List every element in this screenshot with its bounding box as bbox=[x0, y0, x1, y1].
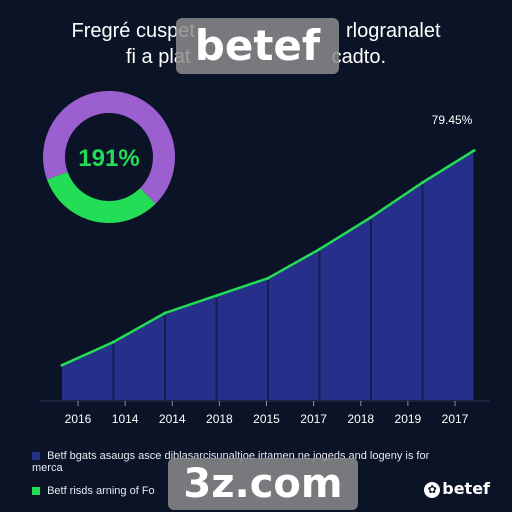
legend-item-2: Betf risds arning of Fo bbox=[32, 485, 182, 497]
data-point bbox=[472, 149, 476, 153]
title-line1-left: Fregré cuspet bbox=[71, 20, 195, 42]
x-tick-label: 2017 bbox=[300, 412, 327, 426]
x-tick-label: 2016 bbox=[65, 412, 92, 426]
data-point bbox=[318, 247, 321, 251]
x-axis-ticks: 2016 1014 2014 2018 2015 2017 2018 2019 2017 bbox=[65, 401, 469, 426]
data-point bbox=[163, 311, 167, 315]
x-tick-label: 2019 bbox=[395, 412, 422, 426]
data-point bbox=[60, 363, 64, 367]
data-point bbox=[112, 340, 115, 344]
x-tick-label: 1014 bbox=[112, 412, 139, 426]
peak-value-label: 79.45% bbox=[432, 113, 473, 127]
data-point bbox=[266, 276, 270, 280]
x-tick-label: 2018 bbox=[347, 412, 374, 426]
x-tick-label: 2015 bbox=[253, 412, 280, 426]
x-tick-label: 2018 bbox=[206, 412, 233, 426]
chart-title: Fregré cuspet rlogranalet fi a plat cadt… bbox=[0, 18, 512, 70]
x-tick-label: 2014 bbox=[159, 412, 186, 426]
legend-text-2: Betf risds arning of Fo bbox=[47, 485, 155, 497]
dots-icon: ✿ bbox=[424, 481, 441, 498]
donut-chart bbox=[43, 91, 175, 223]
x-tick-label: 2017 bbox=[442, 412, 469, 426]
area-chart bbox=[40, 149, 490, 402]
brand-logo: ✿ betef bbox=[424, 479, 490, 498]
watermark-badge-top: betef bbox=[176, 18, 339, 74]
donut-segment-green bbox=[43, 91, 175, 223]
title-line2-right: cadto. bbox=[331, 46, 387, 68]
data-point bbox=[215, 294, 218, 298]
donut-center-label: 191% bbox=[78, 145, 139, 172]
title-line1-right: rlogranalet bbox=[346, 20, 441, 42]
data-point bbox=[369, 215, 373, 219]
watermark-badge-bottom: 3z.com bbox=[168, 458, 358, 510]
legend-swatch-2 bbox=[32, 487, 40, 496]
title-line2-left: fi a plat bbox=[125, 46, 191, 68]
brand-name: betef bbox=[442, 479, 490, 498]
legend-swatch-1 bbox=[32, 452, 40, 461]
data-point bbox=[421, 181, 424, 184]
